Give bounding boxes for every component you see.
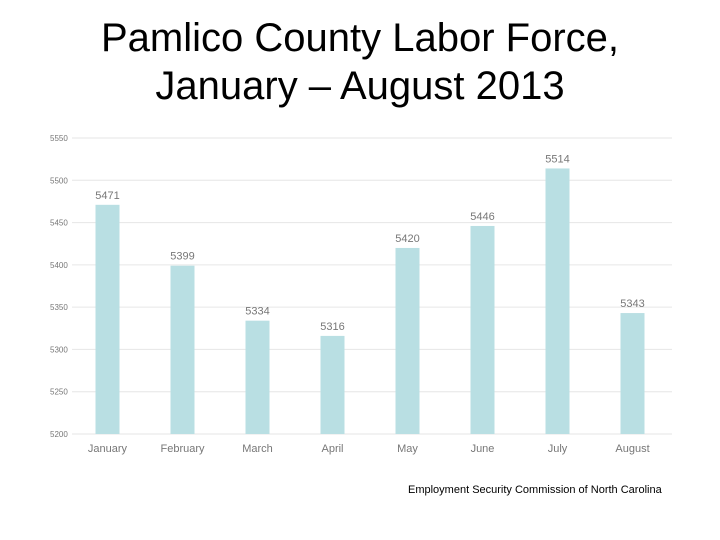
- x-axis-ticks: January February March April May June July Augu…: [88, 443, 650, 455]
- y-tick-label: 5500: [50, 176, 68, 185]
- value-label: 5343: [620, 298, 644, 310]
- chart-title-line-1: Pamlico County Labor Force,: [100, 16, 619, 60]
- bar-march: [245, 320, 270, 434]
- bar-january: [95, 204, 120, 434]
- bar-april: [320, 335, 345, 434]
- bar-july: [545, 168, 570, 434]
- value-label: 5316: [320, 321, 344, 333]
- chart-title-line-2: January – August 2013: [155, 64, 565, 108]
- value-label: 5446: [470, 211, 494, 223]
- x-tick-label: February: [160, 443, 205, 455]
- value-label: 5420: [395, 233, 419, 245]
- y-tick-label: 5450: [50, 219, 68, 228]
- gridlines: [72, 137, 672, 435]
- bar-august: [620, 313, 645, 434]
- y-tick-label: 5250: [50, 388, 68, 397]
- y-tick-label: 5300: [50, 345, 68, 354]
- y-tick-label: 5350: [50, 303, 68, 312]
- bar-may: [395, 247, 420, 434]
- x-tick-label: March: [242, 443, 273, 455]
- y-tick-label: 5550: [50, 134, 68, 143]
- value-label: 5334: [245, 306, 269, 318]
- value-label: 5514: [545, 153, 569, 165]
- bar-chart: 5200 5250 5300 5350 5400 5450 5500 5550 5471 539…: [50, 134, 672, 455]
- x-tick-label: January: [88, 443, 128, 455]
- x-tick-label: August: [615, 443, 649, 455]
- bar-february: [170, 265, 195, 434]
- x-tick-label: June: [471, 443, 495, 455]
- value-labels: 5471 5399 5334 5316 5420 5446 5514 5343: [95, 153, 644, 332]
- chart-title: Pamlico County Labor Force, January – Au…: [0, 14, 720, 110]
- bars: [95, 168, 645, 434]
- value-label: 5399: [170, 251, 194, 263]
- y-tick-label: 5200: [50, 430, 68, 439]
- value-label: 5471: [95, 190, 119, 202]
- y-tick-label: 5400: [50, 261, 68, 270]
- x-tick-label: July: [548, 443, 568, 455]
- x-tick-label: May: [397, 443, 418, 455]
- source-note: Employment Security Commission of North …: [408, 484, 662, 496]
- bar-june: [470, 225, 495, 434]
- x-tick-label: April: [321, 443, 343, 455]
- y-axis-ticks: 5200 5250 5300 5350 5400 5450 5500 5550: [50, 134, 68, 439]
